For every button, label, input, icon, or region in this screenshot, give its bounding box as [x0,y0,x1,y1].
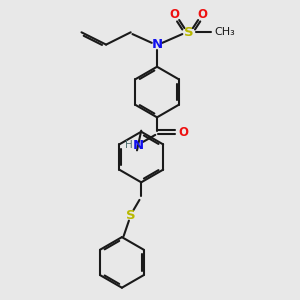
Text: S: S [184,26,194,39]
Text: N: N [133,139,144,152]
Text: N: N [152,38,163,51]
Text: S: S [126,209,136,222]
Text: O: O [179,126,189,139]
Text: O: O [198,8,208,21]
Text: H: H [125,140,133,150]
Text: O: O [169,8,180,21]
Text: CH₃: CH₃ [214,27,235,37]
